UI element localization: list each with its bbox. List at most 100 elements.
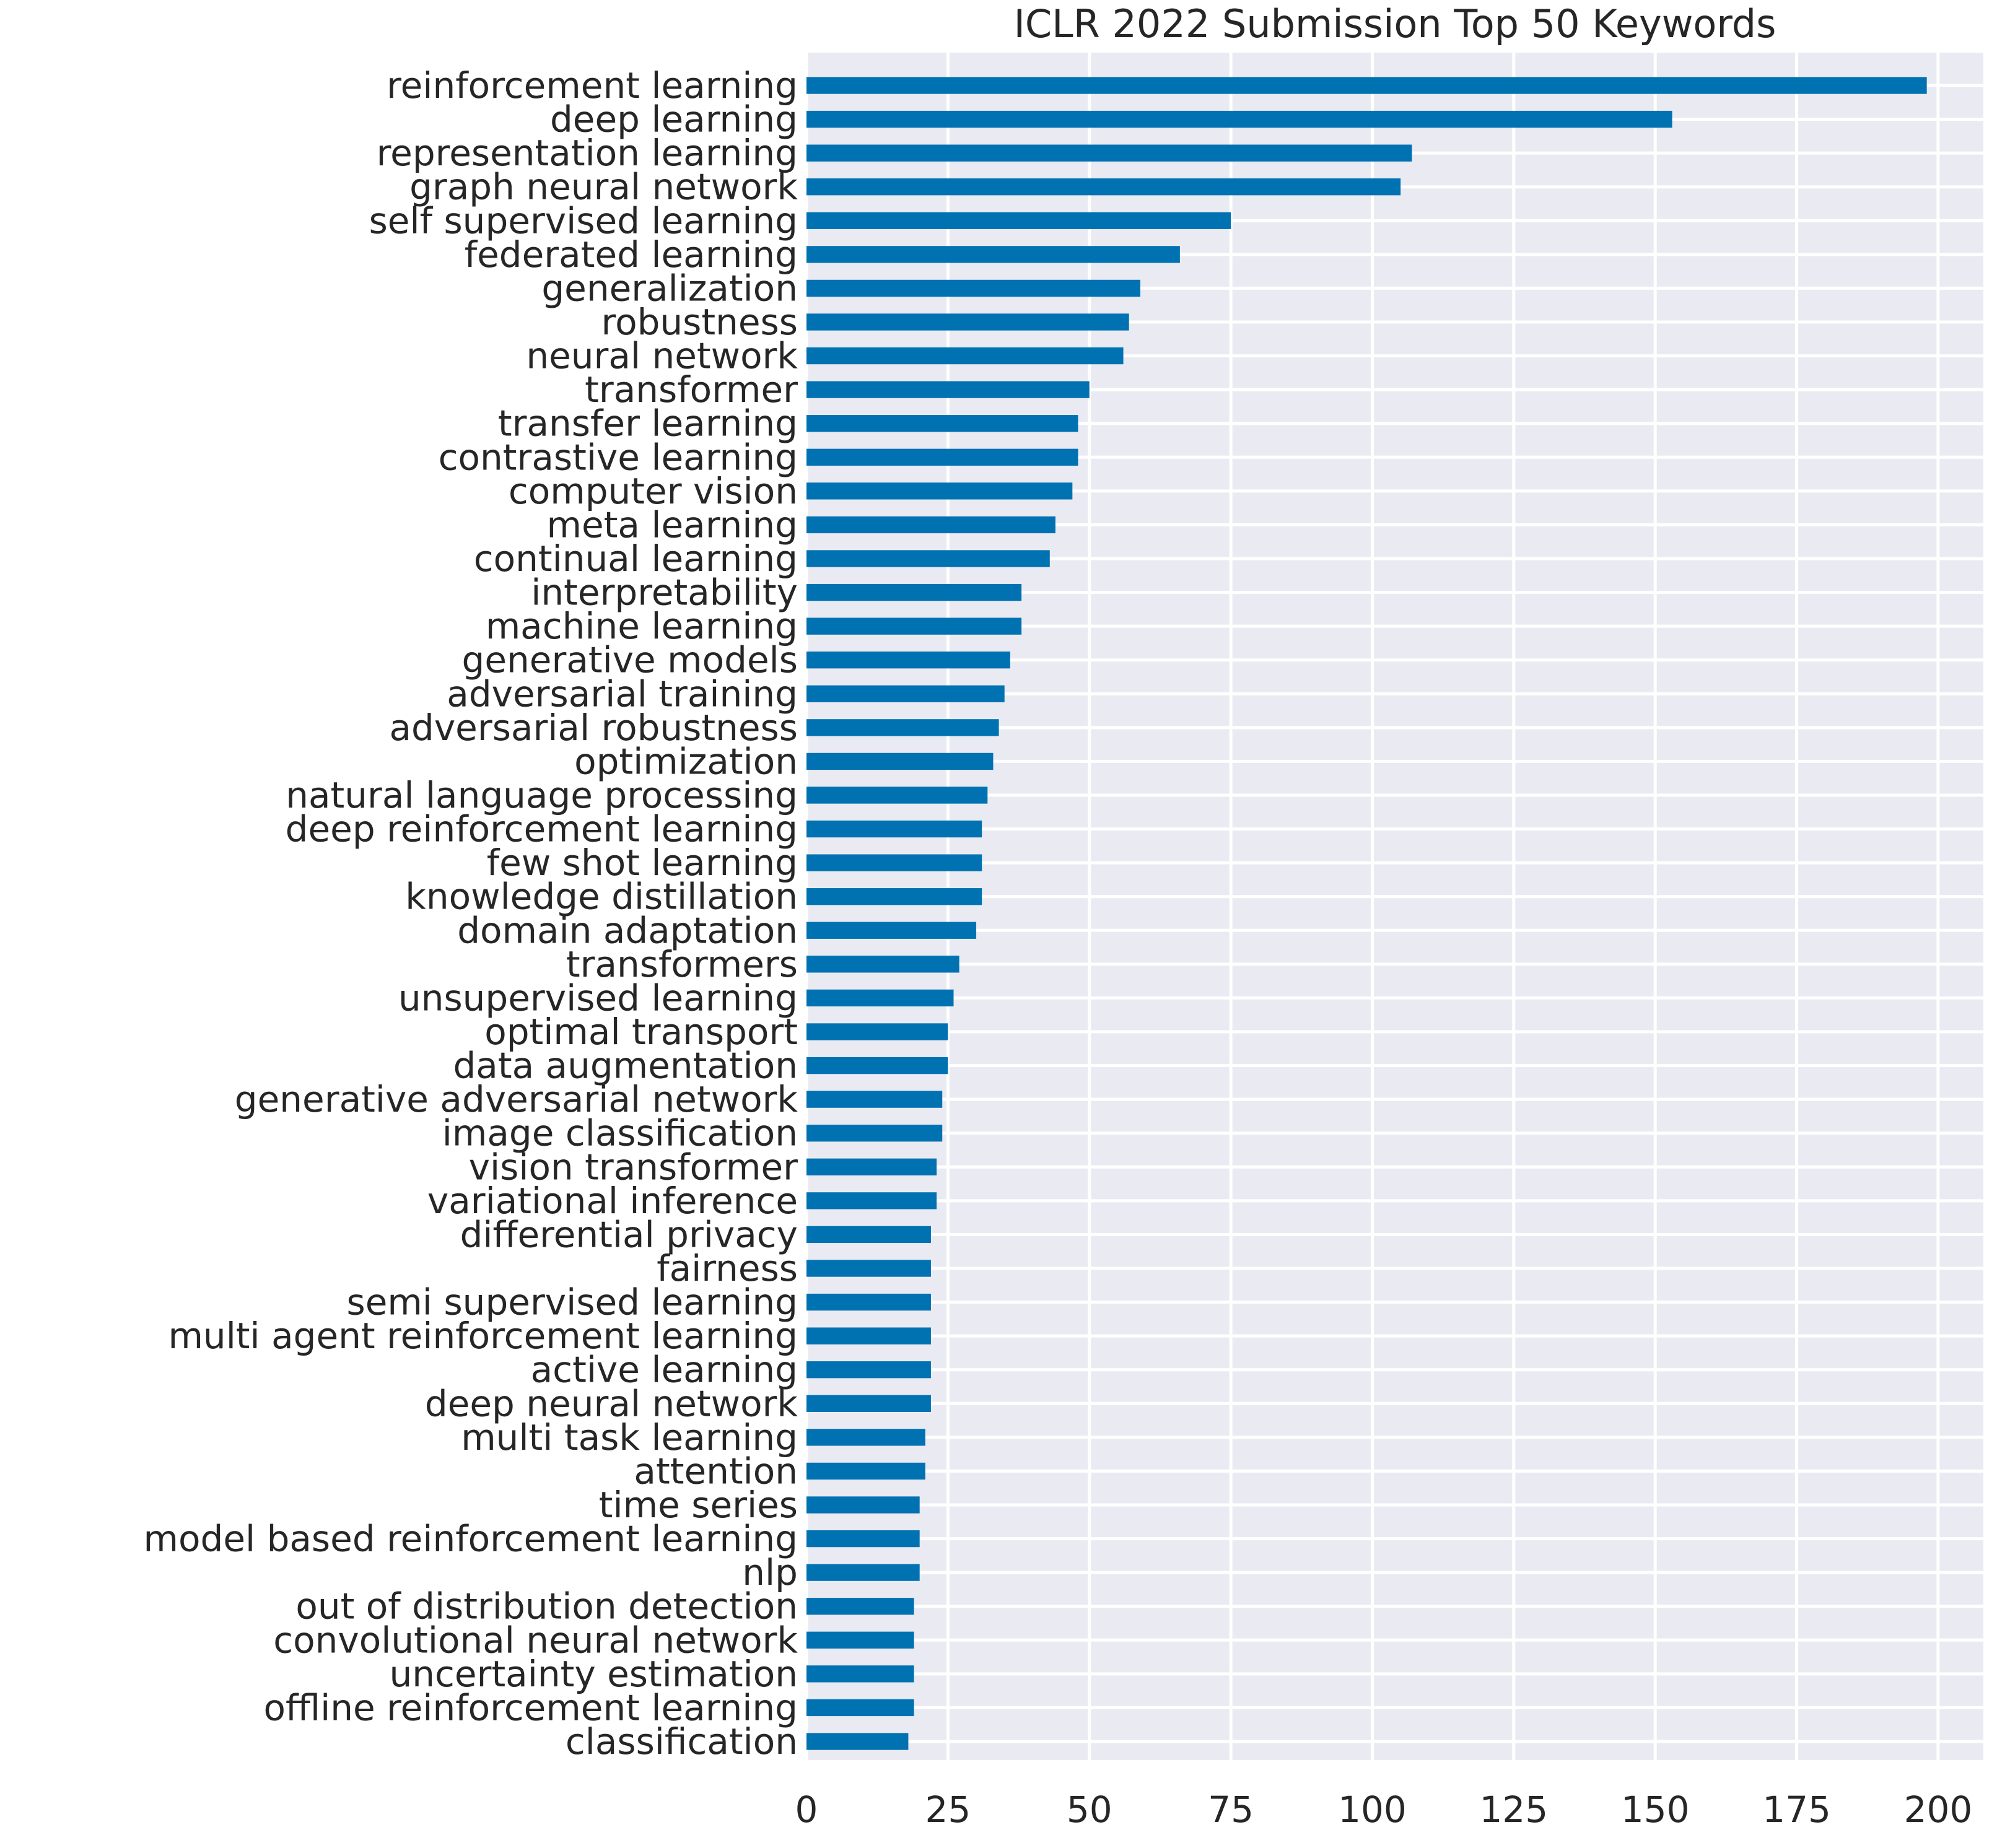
bar	[806, 583, 1022, 601]
bar	[806, 1496, 920, 1514]
x-tick-label: 100	[1338, 1789, 1407, 1831]
bar	[806, 617, 1022, 635]
category-label: self supervised learning	[369, 199, 798, 242]
category-label: unsupervised learning	[398, 977, 798, 1019]
category-label: adversarial training	[447, 673, 798, 715]
bar	[806, 854, 982, 871]
bar	[806, 1733, 909, 1750]
category-label: machine learning	[486, 605, 798, 647]
bar	[806, 1023, 948, 1040]
bar	[806, 550, 1050, 567]
bar	[806, 144, 1412, 162]
bar	[806, 1530, 920, 1548]
bar	[806, 719, 999, 736]
category-label: computer vision	[509, 470, 798, 512]
category-label: data augmentation	[453, 1045, 798, 1087]
category-label: deep learning	[550, 98, 798, 141]
category-label: adversarial robustness	[390, 707, 798, 749]
bar	[806, 1327, 931, 1345]
category-label: convolutional neural network	[273, 1619, 798, 1661]
bar	[806, 1125, 943, 1142]
bar	[806, 347, 1124, 365]
bar	[806, 1091, 943, 1108]
bar	[806, 888, 982, 905]
category-label: variational inference	[427, 1180, 798, 1222]
category-label: natural language processing	[286, 774, 798, 816]
category-label: representation learning	[377, 132, 798, 174]
bar	[806, 1057, 948, 1074]
bar	[806, 279, 1140, 297]
category-label: generative adversarial network	[235, 1078, 798, 1120]
category-label: vision transformer	[469, 1146, 798, 1188]
bar	[806, 989, 954, 1007]
category-label: graph neural network	[409, 166, 798, 208]
bar	[806, 1665, 914, 1683]
bar	[806, 1564, 920, 1581]
bar	[806, 1293, 931, 1311]
category-label: optimal transport	[484, 1011, 798, 1053]
category-label: out of distribution detection	[295, 1585, 798, 1628]
category-label: differential privacy	[460, 1213, 798, 1255]
category-label: robustness	[601, 301, 798, 343]
bar	[806, 787, 988, 804]
chart-title: ICLR 2022 Submission Top 50 Keywords	[1014, 1, 1776, 46]
x-tick-label: 175	[1762, 1789, 1831, 1831]
bar	[806, 820, 982, 838]
bar	[806, 685, 1005, 702]
bar	[806, 1631, 914, 1649]
category-label: fairness	[657, 1247, 798, 1289]
category-label: transfer learning	[498, 403, 798, 445]
category-label: active learning	[531, 1349, 798, 1391]
bar	[806, 1699, 914, 1717]
category-label: generative models	[462, 639, 798, 681]
bars	[806, 77, 1927, 1750]
bar	[806, 1192, 937, 1209]
bar	[806, 922, 977, 939]
category-label: transformer	[585, 368, 798, 411]
bar	[806, 110, 1672, 128]
category-label: offline reinforcement learning	[264, 1686, 798, 1728]
x-tick-label: 0	[795, 1789, 818, 1831]
bar	[806, 212, 1231, 229]
bar	[806, 1462, 925, 1480]
category-label: continual learning	[474, 538, 798, 580]
x-tick-label: 75	[1208, 1789, 1254, 1831]
category-label: image classification	[442, 1112, 798, 1154]
category-label: attention	[634, 1450, 798, 1492]
bar	[806, 415, 1078, 432]
bar	[806, 1361, 931, 1379]
category-label: reinforcement learning	[387, 64, 798, 107]
category-label: classification	[566, 1720, 798, 1763]
category-label: federated learning	[465, 233, 798, 276]
category-label: interpretability	[531, 572, 798, 614]
bar	[806, 482, 1073, 500]
bar	[806, 752, 994, 770]
category-label: model based reinforcement learning	[144, 1518, 798, 1560]
category-label: time series	[599, 1484, 798, 1526]
bar	[806, 381, 1090, 398]
category-label: contrastive learning	[439, 436, 798, 478]
category-label: deep neural network	[425, 1382, 798, 1424]
category-label: nlp	[742, 1551, 798, 1593]
category-label: semi supervised learning	[347, 1281, 798, 1323]
category-label: domain adaptation	[457, 909, 798, 951]
x-tick-label: 25	[925, 1789, 971, 1831]
x-tick-label: 150	[1621, 1789, 1690, 1831]
bar	[806, 178, 1401, 196]
category-label: uncertainty estimation	[390, 1653, 798, 1695]
x-tick-label: 50	[1067, 1789, 1112, 1831]
category-label: multi task learning	[461, 1416, 798, 1458]
bar	[806, 1226, 931, 1244]
x-tick-labels: 0 25 50 75 100 125 150 175 200	[795, 1789, 1973, 1831]
bar	[806, 1395, 931, 1412]
bar	[806, 246, 1180, 263]
bar	[806, 313, 1129, 331]
category-label: optimization	[574, 740, 798, 782]
category-label: few shot learning	[487, 842, 798, 884]
x-tick-label: 125	[1479, 1789, 1548, 1831]
category-label: meta learning	[546, 503, 798, 546]
bar	[806, 77, 1927, 94]
